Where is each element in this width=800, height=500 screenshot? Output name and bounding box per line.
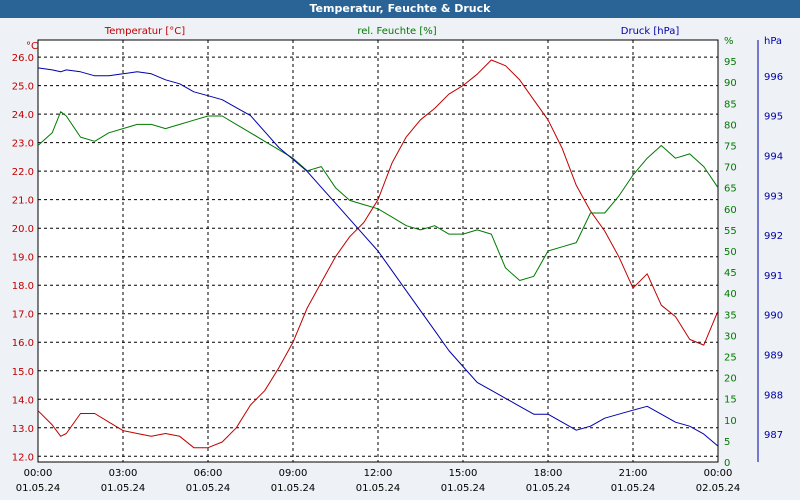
y-tick-label-humidity: 30 [724,331,737,342]
y-tick-label-pressure: 995 [764,112,783,123]
y-tick-label-humidity: 80 [724,120,737,131]
series-layer [37,59,719,449]
y-tick-label-humidity: 10 [724,416,737,427]
x-tick-time-label: 15:00 [449,468,478,479]
x-tick-time-label: 00:00 [704,468,733,479]
series-header-pressure: Druck [hPa] [621,26,680,37]
y-axis-unit-temperature: °C [26,41,38,52]
y-tick-label-humidity: 65 [724,184,737,195]
series-header-temperature: Temperatur [°C] [104,26,185,37]
y-tick-label-humidity: 25 [724,353,737,364]
y-tick-label-humidity: 15 [724,395,737,406]
y-tick-label-temperature: 13.0 [12,424,34,435]
x-tick-time-label: 03:00 [109,468,138,479]
x-tick-time-label: 09:00 [279,468,308,479]
y-tick-label-humidity: 95 [724,57,737,68]
y-tick-label-temperature: 18.0 [12,281,34,292]
y-tick-label-pressure: 994 [764,151,783,162]
x-tick-date-label: 01.05.24 [611,483,656,494]
y-tick-label-temperature: 26.0 [12,53,34,64]
x-tick-date-label: 01.05.24 [271,483,316,494]
x-tick-date-label: 01.05.24 [186,483,231,494]
x-tick-date-label: 01.05.24 [101,483,146,494]
y-tick-label-pressure: hPa [764,36,782,47]
y-tick-label-temperature: 19.0 [12,253,34,264]
x-tick-time-label: 06:00 [194,468,223,479]
axis-headers: Temperatur [°C] rel. Feuchte [%] Druck [hP… [104,26,680,37]
y-tick-label-temperature: 17.0 [12,310,34,321]
x-tick-date-label: 01.05.24 [356,483,401,494]
y-tick-label-humidity: 60 [724,205,737,216]
y-tick-label-temperature: 21.0 [12,196,34,207]
y-tick-label-pressure: 989 [764,351,783,362]
y-tick-label-temperature: 20.0 [12,224,34,235]
series-line-temperature [37,59,719,449]
x-tick-date-label: 02.05.24 [696,483,741,494]
y-tick-label-pressure: 996 [764,72,783,83]
x-tick-time-label: 12:00 [364,468,393,479]
x-tick-date-label: 01.05.24 [16,483,61,494]
y-tick-label-humidity: 35 [724,310,737,321]
x-tick-time-label: 18:00 [534,468,563,479]
y-tick-label-temperature: 22.0 [12,167,34,178]
y-tick-label-pressure: 990 [764,311,783,322]
y-tick-label-pressure: 991 [764,271,783,282]
y-tick-label-humidity: 5 [724,437,730,448]
grid-lines [38,40,718,462]
y-tick-label-humidity: 45 [724,268,737,279]
y-tick-label-pressure: 988 [764,390,783,401]
x-tick-date-label: 01.05.24 [441,483,486,494]
x-tick-date-label: 01.05.24 [526,483,571,494]
y-tick-label-temperature: 16.0 [12,338,34,349]
series-line-humidity [37,111,719,281]
x-tick-time-label: 21:00 [619,468,648,479]
series-line-pressure [37,67,719,447]
y-tick-label-pressure: 987 [764,430,783,441]
y-tick-label-temperature: 14.0 [12,395,34,406]
y-tick-label-temperature: 12.0 [12,452,34,463]
y-tick-label-humidity: 75 [724,142,737,153]
y-tick-label-temperature: 23.0 [12,139,34,150]
y-tick-label-humidity: 70 [724,163,737,174]
y-tick-label-humidity: 90 [724,78,737,89]
y-tick-label-humidity: 0 [724,458,730,469]
y-tick-label-humidity: % [724,36,734,47]
y-tick-label-humidity: 50 [724,247,737,258]
y-tick-label-pressure: 992 [764,231,783,242]
chart-title: Temperatur, Feuchte & Druck [0,0,800,18]
y-tick-label-humidity: 55 [724,226,737,237]
y-tick-label-pressure: 993 [764,191,783,202]
x-tick-time-label: 00:00 [24,468,53,479]
y-tick-label-humidity: 40 [724,289,737,300]
y-tick-label-temperature: 15.0 [12,367,34,378]
axes: 00:00 01.05.24 03:00 01.05.24 06:00 01.05.24 0… [12,36,783,494]
y-tick-label-temperature: 24.0 [12,110,34,121]
y-tick-label-temperature: 25.0 [12,82,34,93]
y-tick-label-humidity: 20 [724,374,737,385]
series-header-humidity: rel. Feuchte [%] [357,26,436,37]
y-tick-label-humidity: 85 [724,99,737,110]
